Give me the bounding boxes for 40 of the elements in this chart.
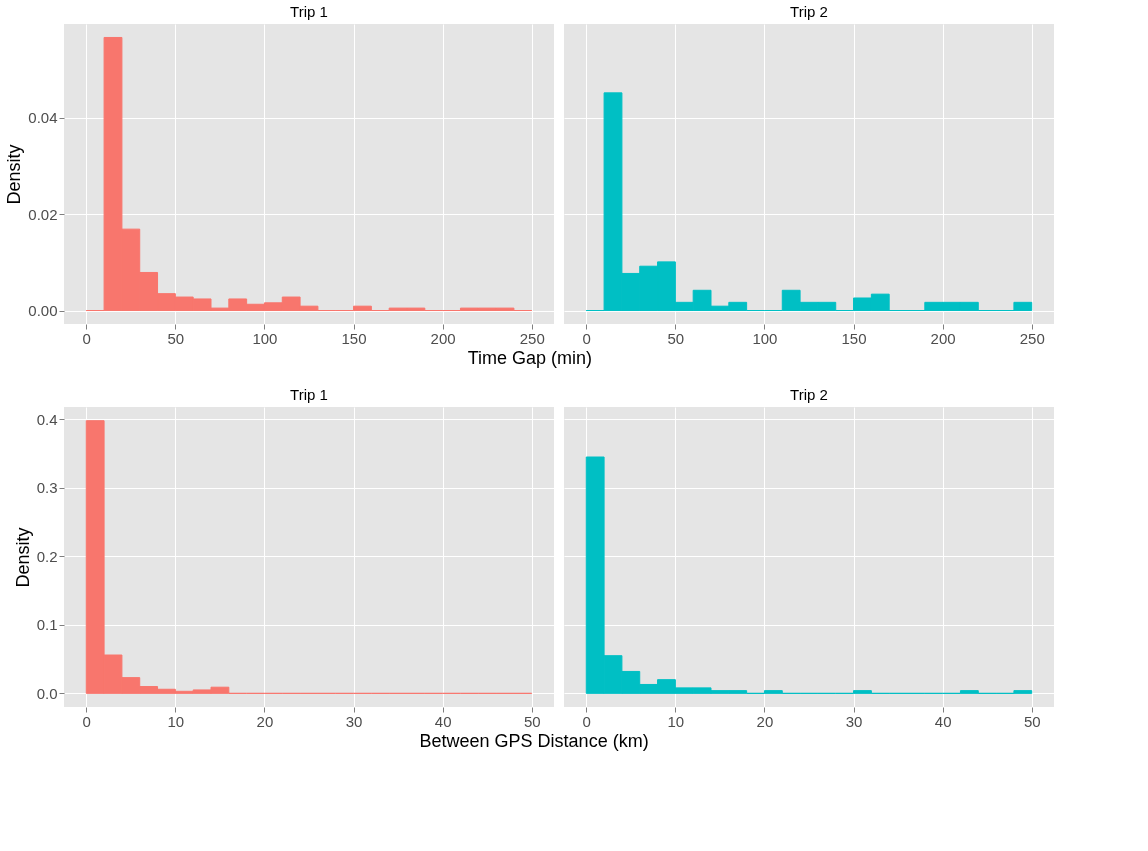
y-tick-label: 0.3: [36, 479, 58, 497]
x-tick-label: 0: [582, 329, 591, 347]
chart-title: Trip 2: [790, 3, 828, 20]
x-axis-title: Time Gap (min): [467, 348, 593, 368]
x-tick-label: 50: [667, 329, 685, 347]
y-tick-label: 0.2: [36, 547, 58, 565]
x-tick-label: 40: [934, 712, 952, 730]
x-tick-label: 0: [582, 712, 591, 730]
x-tick-label: 10: [667, 712, 685, 730]
x-tick-label: 20: [756, 712, 774, 730]
x-tick-label: 200: [430, 329, 456, 347]
y-tick-label: 0.1: [36, 616, 58, 634]
x-axis-title: Between GPS Distance (km): [419, 731, 649, 751]
chart-title: Trip 1: [290, 3, 328, 20]
x-tick-label: 100: [252, 329, 278, 347]
y-tick-label: 0.02: [28, 205, 58, 223]
x-tick-label: 0: [82, 329, 91, 347]
y-axis-title: Density: [4, 144, 25, 205]
y-tick-label: 0.4: [36, 410, 58, 428]
chart-title: Trip 1: [290, 386, 328, 403]
x-tick-label: 0: [82, 712, 91, 730]
x-tick-label: 50: [523, 712, 541, 730]
y-tick-label: 0.04: [28, 109, 58, 127]
x-tick-label: 30: [845, 712, 863, 730]
x-tick-label: 200: [930, 329, 956, 347]
chart-title: Trip 2: [790, 386, 828, 403]
x-tick-label: 50: [167, 329, 185, 347]
x-tick-label: 250: [519, 329, 545, 347]
x-tick-label: 40: [434, 712, 452, 730]
x-tick-label: 20: [256, 712, 274, 730]
x-tick-label: 250: [1019, 329, 1045, 347]
y-tick-label: 0.00: [28, 302, 58, 320]
x-tick-label: 10: [167, 712, 185, 730]
y-axis-title: Density: [12, 527, 33, 588]
x-tick-label: 150: [841, 329, 867, 347]
x-tick-label: 50: [1023, 712, 1041, 730]
x-tick-label: 30: [345, 712, 363, 730]
x-tick-label: 150: [341, 329, 367, 347]
y-tick-label: 0.0: [36, 684, 58, 702]
x-tick-label: 100: [752, 329, 778, 347]
